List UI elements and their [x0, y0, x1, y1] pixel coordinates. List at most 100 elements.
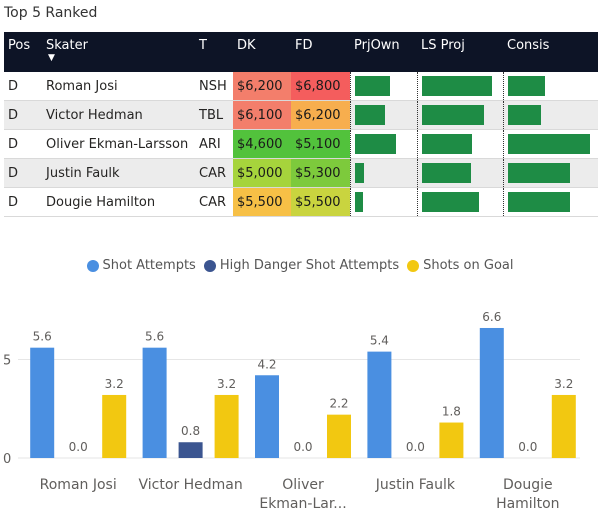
col-header-lsproj[interactable]: LS Proj — [417, 32, 503, 72]
cell-dk-salary: $6,100 — [233, 100, 291, 130]
cell-prjown-bar — [349, 100, 417, 130]
data-label: 5.6 — [33, 330, 52, 344]
sort-down-icon[interactable]: ▼ — [48, 53, 55, 63]
lsproj-databar — [421, 192, 479, 212]
lsproj-databar — [421, 134, 472, 154]
cell-dk-salary: $5,500 — [233, 187, 291, 217]
data-label: 2.2 — [329, 397, 348, 411]
cell-skater: Roman Josi — [42, 72, 195, 101]
data-label: 0.0 — [293, 440, 312, 454]
table-row[interactable]: D Victor Hedman TBL $6,100 $6,200 — [4, 100, 598, 130]
data-label: 0.0 — [69, 440, 88, 454]
data-label: 0.0 — [518, 440, 537, 454]
prjown-databar — [354, 105, 385, 125]
col-header-team[interactable]: T — [195, 32, 233, 72]
x-tick-label: Oliver Ekman-Lar... — [259, 477, 346, 512]
bar-shots-on-goal — [439, 422, 464, 458]
cell-consis-bar — [502, 100, 598, 130]
cell-pos: D — [4, 72, 42, 101]
table-row[interactable]: D Oliver Ekman-Larsson ARI $4,600 $5,100 — [4, 129, 598, 159]
bar-shot-attempts — [479, 327, 504, 458]
lsproj-databar — [421, 163, 471, 183]
cell-lsproj-bar — [416, 129, 503, 159]
legend-item-high-danger[interactable]: High Danger Shot Attempts — [203, 258, 400, 273]
legend-swatch — [203, 259, 216, 272]
cell-consis-bar — [502, 72, 598, 101]
col-header-fd[interactable]: FD — [291, 32, 350, 72]
bar-shot-attempts — [30, 347, 55, 458]
col-header-consis[interactable]: Consis — [503, 32, 598, 72]
consis-databar — [507, 163, 570, 183]
table-title: Top 5 Ranked — [4, 5, 98, 21]
cell-team: TBL — [195, 100, 233, 130]
cell-dk-salary: $5,000 — [233, 158, 291, 188]
legend-label: Shots on Goal — [423, 258, 514, 273]
bar-shot-attempts — [255, 375, 279, 458]
cell-skater: Victor Hedman — [42, 100, 195, 130]
col-header-pos[interactable]: Pos — [4, 32, 42, 72]
table-header-row: Pos Skater ▼ T DK FD PrjOwn LS Proj Consi… — [4, 32, 598, 72]
cell-prjown-bar — [349, 129, 417, 159]
cell-lsproj-bar — [416, 100, 503, 130]
table-row[interactable]: D Roman Josi NSH $6,200 $6,800 — [4, 72, 598, 101]
prjown-databar — [354, 192, 363, 212]
cell-pos: D — [4, 129, 42, 159]
cell-dk-salary: $4,600 — [233, 129, 291, 159]
legend-label: High Danger Shot Attempts — [219, 258, 400, 273]
x-tick-label: Roman Josi — [40, 477, 117, 493]
cell-prjown-bar — [349, 158, 417, 188]
cell-fd-salary: $6,800 — [291, 72, 350, 101]
data-label: 1.8 — [442, 405, 461, 419]
consis-databar — [507, 76, 545, 96]
prjown-databar — [354, 163, 364, 183]
cell-pos: D — [4, 158, 42, 188]
cell-consis-bar — [502, 158, 598, 188]
cell-team: NSH — [195, 72, 233, 101]
legend-item-shot-attempts[interactable]: Shot Attempts — [86, 258, 196, 273]
cell-team: CAR — [195, 158, 233, 188]
table-row[interactable]: D Justin Faulk CAR $5,000 $5,300 — [4, 158, 598, 188]
consis-databar — [507, 134, 590, 154]
cell-fd-salary: $5,300 — [291, 158, 350, 188]
legend-swatch — [86, 259, 99, 272]
bar-shots-on-goal — [551, 394, 576, 458]
consis-databar — [507, 192, 570, 212]
col-header-skater[interactable]: Skater ▼ — [42, 32, 195, 72]
y-tick-label: 5 — [3, 354, 11, 369]
lsproj-databar — [421, 105, 484, 125]
cell-pos: D — [4, 187, 42, 217]
bar-high-danger-shot-attempts — [178, 442, 203, 458]
bar-shots-on-goal — [214, 394, 239, 458]
x-tick-label: Justin Faulk — [375, 477, 456, 493]
x-tick-label: Dougie Hamilton — [496, 477, 559, 512]
bar-shot-attempts — [367, 351, 392, 458]
table-row[interactable]: D Dougie Hamilton CAR $5,500 $5,500 — [4, 187, 598, 217]
col-header-prjown[interactable]: PrjOwn — [350, 32, 417, 72]
cell-consis-bar — [502, 187, 598, 217]
bar-shot-attempts — [142, 347, 167, 458]
cell-skater: Dougie Hamilton — [42, 187, 195, 217]
data-label: 3.2 — [554, 377, 573, 391]
legend-swatch — [407, 259, 420, 272]
cell-consis-bar — [502, 129, 598, 159]
legend-item-shots-on-goal[interactable]: Shots on Goal — [407, 258, 514, 273]
bar-shots-on-goal — [102, 394, 127, 458]
cell-lsproj-bar — [416, 158, 503, 188]
cell-lsproj-bar — [416, 187, 503, 217]
cell-prjown-bar — [349, 187, 417, 217]
chart-legend: Shot Attempts High Danger Shot Attempts … — [0, 258, 600, 273]
cell-skater: Justin Faulk — [42, 158, 195, 188]
cell-skater: Oliver Ekman-Larsson — [42, 129, 195, 159]
cell-prjown-bar — [349, 72, 417, 101]
x-tick-label: Victor Hedman — [138, 477, 242, 493]
data-label: 5.4 — [370, 334, 389, 348]
cell-lsproj-bar — [416, 72, 503, 101]
data-label: 6.6 — [482, 310, 501, 324]
cell-fd-salary: $5,100 — [291, 129, 350, 159]
data-label: 0.0 — [406, 440, 425, 454]
lsproj-databar — [421, 76, 492, 96]
col-header-dk[interactable]: DK — [233, 32, 291, 72]
cell-fd-salary: $6,200 — [291, 100, 350, 130]
cell-dk-salary: $6,200 — [233, 72, 291, 101]
cell-team: ARI — [195, 129, 233, 159]
